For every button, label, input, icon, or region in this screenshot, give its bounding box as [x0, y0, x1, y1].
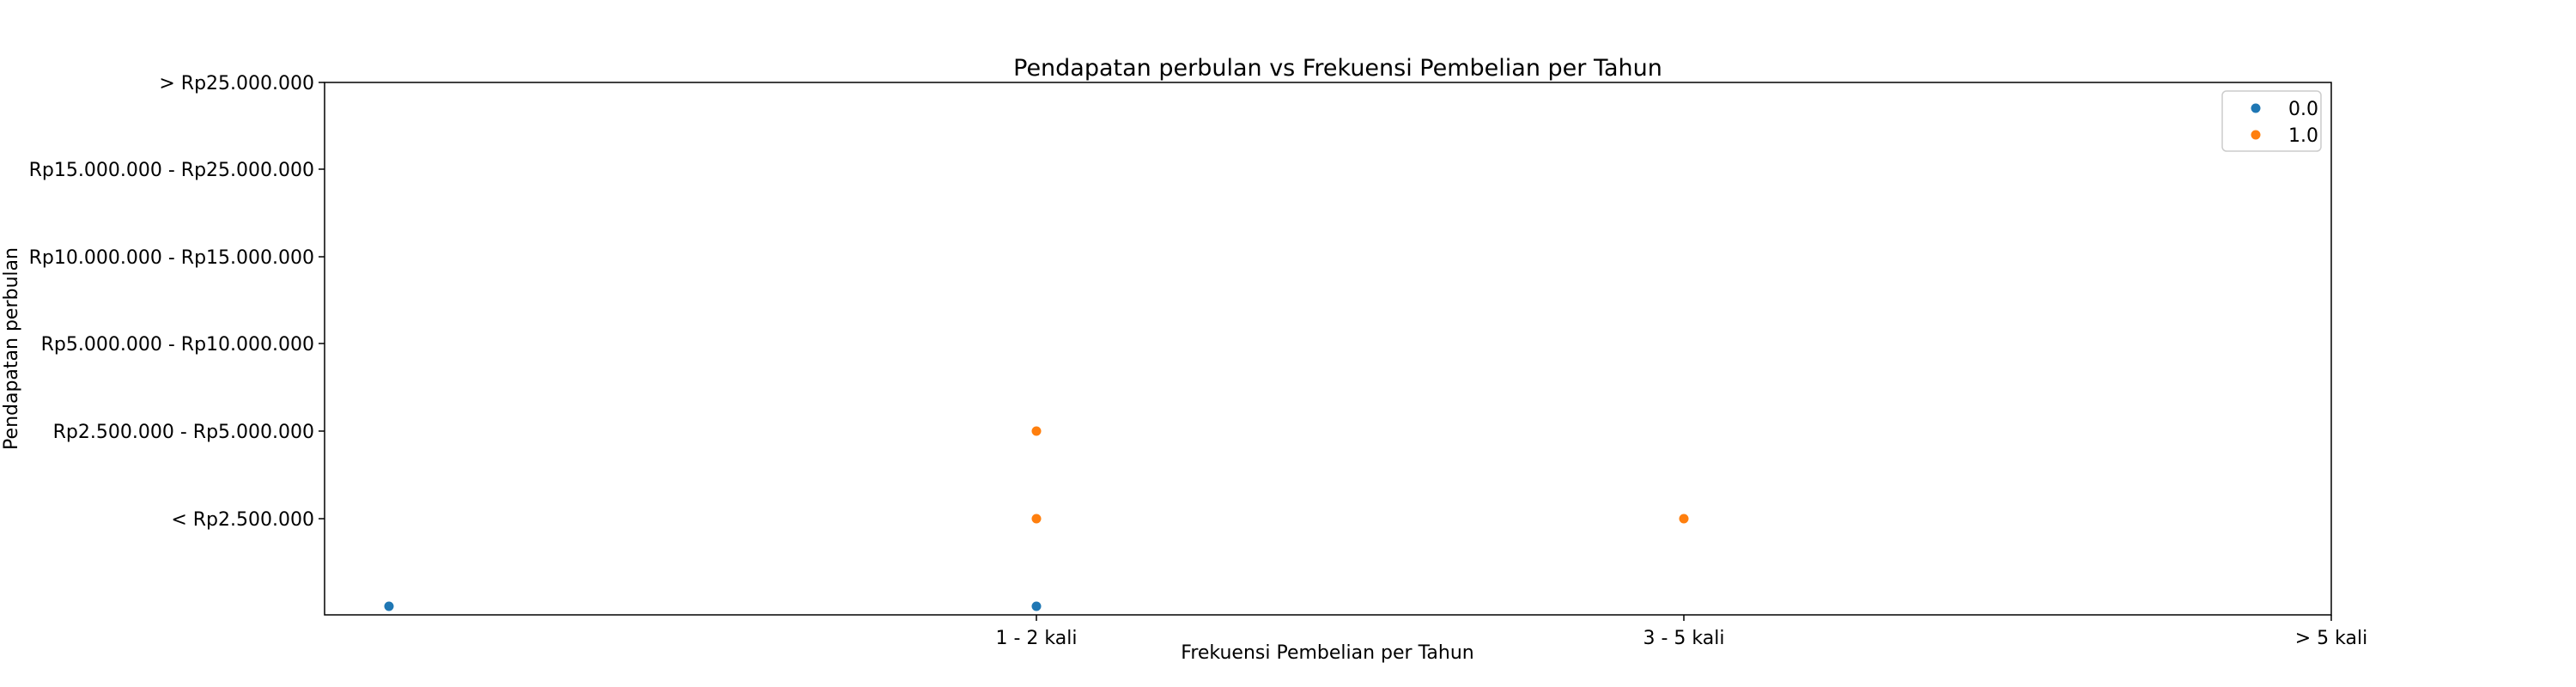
- legend-label: 1.0: [2288, 125, 2318, 147]
- scatter-point: [1031, 514, 1042, 524]
- y-tick-label: > Rp25.000.000: [159, 73, 314, 94]
- chart-title: Pendapatan perbulan vs Frekuensi Pembeli…: [1013, 55, 1662, 82]
- scatter-point: [1031, 601, 1042, 611]
- scatter-point: [1679, 514, 1689, 524]
- legend-marker: [2251, 103, 2261, 113]
- scatter-point: [384, 601, 394, 611]
- y-tick-label: Rp2.500.000 - Rp5.000.000: [53, 422, 314, 443]
- x-axis-label: Frekuensi Pembelian per Tahun: [1181, 642, 1473, 664]
- data-points: [384, 426, 1689, 611]
- plot-frame: [324, 82, 2332, 616]
- y-tick-label: < Rp2.500.000: [171, 509, 314, 531]
- y-tick-label: Rp5.000.000 - Rp10.000.000: [41, 334, 314, 356]
- legend-frame: [2221, 90, 2322, 152]
- y-axis-label: Pendapatan perbulan: [1, 247, 22, 450]
- legend: 0.01.0: [2221, 90, 2322, 152]
- y-tick-label: Rp15.000.000 - Rp25.000.000: [29, 160, 314, 181]
- y-axis-ticks: < Rp2.500.000 Rp2.500.000 - Rp5.000.000 Rp…: [29, 73, 325, 531]
- legend-label: 0.0: [2288, 99, 2318, 120]
- x-tick-label: > 5 kali: [2295, 628, 2367, 649]
- x-tick-label: 1 - 2 kali: [996, 628, 1078, 649]
- y-tick-label: Rp10.000.000 - Rp15.000.000: [29, 247, 314, 269]
- scatter-point: [1031, 426, 1042, 436]
- legend-marker: [2251, 130, 2261, 140]
- plot-area: [324, 82, 2332, 616]
- x-axis-ticks: 1 - 2 kali 3 - 5 kali > 5 kali: [996, 615, 2367, 649]
- x-tick-label: 3 - 5 kali: [1643, 628, 1725, 649]
